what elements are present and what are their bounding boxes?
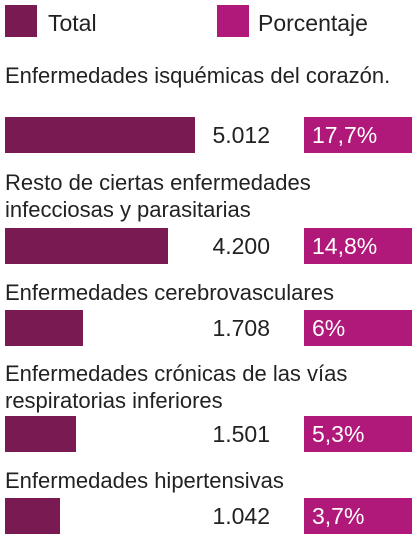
percent-box: 5,3%	[304, 416, 412, 452]
category-label: Enfermedades isquémicas del corazón.	[5, 63, 391, 88]
legend-label: Porcentaje	[258, 10, 368, 36]
bar	[5, 498, 61, 534]
value-label: 1.042	[212, 503, 270, 529]
percent-label: 3,7%	[312, 503, 365, 529]
percent-box: 17,7%	[304, 117, 412, 153]
legend-swatch	[5, 5, 37, 37]
bar	[5, 228, 168, 264]
bar	[5, 416, 77, 452]
percent-box: 14,8%	[304, 228, 412, 264]
percent-label: 17,7%	[312, 122, 378, 148]
percent-label: 6%	[312, 315, 346, 341]
percent-label: 5,3%	[312, 421, 365, 447]
value-label: 1.708	[212, 315, 270, 341]
category-label: Resto de ciertas enfermedades infecciosa…	[5, 170, 311, 222]
value-label: 4.200	[212, 233, 270, 259]
value-label: 1.501	[212, 421, 270, 447]
percent-label: 14,8%	[312, 233, 378, 259]
legend-swatch	[217, 5, 249, 37]
category-label: Enfermedades hipertensivas	[5, 468, 284, 493]
percent-box: 6%	[304, 310, 412, 346]
category-label: Enfermedades cerebrovasculares	[5, 280, 334, 305]
legend-label: Total	[48, 10, 97, 36]
bar	[5, 310, 84, 346]
value-label: 5.012	[212, 122, 270, 148]
category-label: Enfermedades crónicas de las vías respir…	[5, 361, 348, 413]
bar	[5, 117, 196, 153]
percent-box: 3,7%	[304, 498, 412, 534]
